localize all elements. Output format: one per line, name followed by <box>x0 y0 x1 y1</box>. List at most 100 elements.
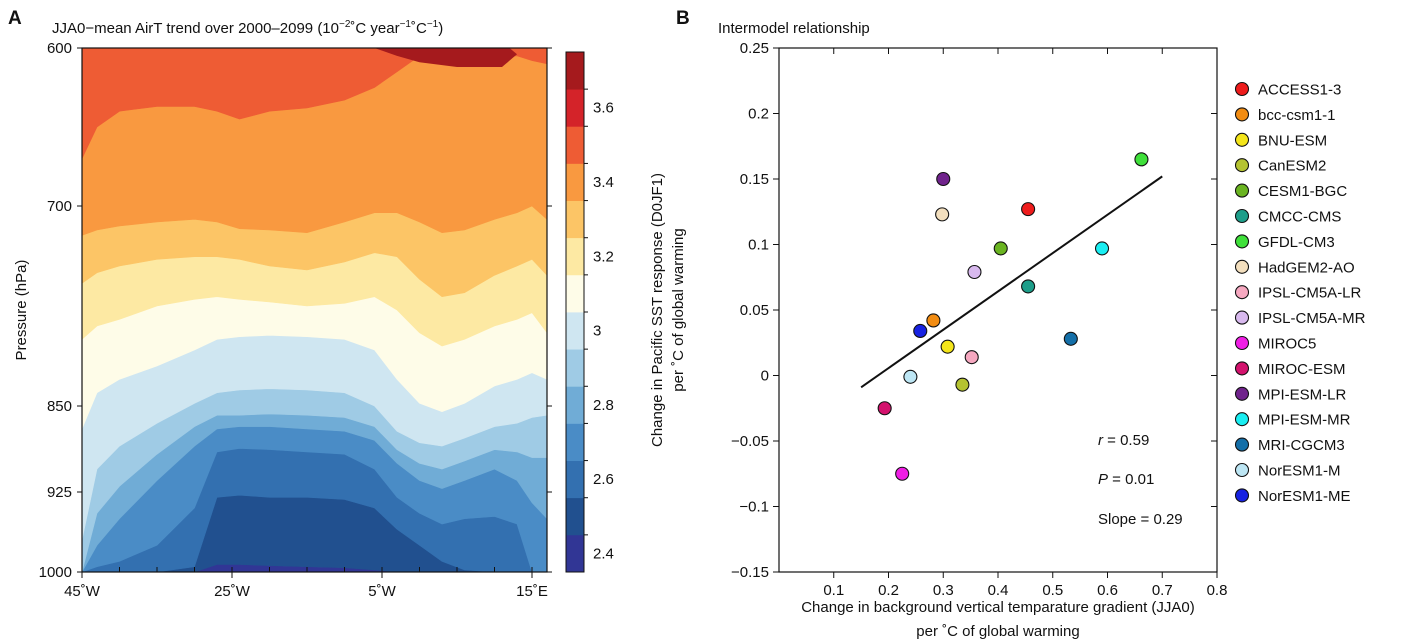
point-noresm1-m <box>903 369 918 384</box>
legend-label: MPI-ESM-LR <box>1258 386 1347 403</box>
y-tick-label: 0.25 <box>740 40 769 57</box>
stat-r: r = 0.59 <box>1098 432 1149 449</box>
point-gfdl-cm3 <box>1134 152 1149 167</box>
y-tick-label: 1000 <box>39 564 72 581</box>
legend-marker <box>1234 132 1250 147</box>
colorbar-segment <box>566 497 584 536</box>
colorbar-segment <box>566 534 584 573</box>
colorbar-label: 3.6 <box>593 100 614 117</box>
point-mpi-esm-lr <box>936 171 951 187</box>
legend-label: NorESM1-ME <box>1258 488 1351 505</box>
colorbar-segment <box>566 52 584 90</box>
y-tick-label: 700 <box>47 198 72 215</box>
x-tick-label: 0.5 <box>1042 582 1063 599</box>
point-noresm1-me <box>913 323 928 339</box>
scatter-points <box>877 152 1149 481</box>
legend-marker <box>1234 488 1250 503</box>
panel-b-ylabel-line2: per ˚C of global warming <box>670 228 687 391</box>
point-miroc5 <box>895 466 910 481</box>
legend-label: BNU-ESM <box>1258 132 1327 149</box>
y-tick-label: 850 <box>47 398 72 415</box>
panel-b-xlabel-line1: Change in background vertical temparatur… <box>801 599 1195 616</box>
legend-label: MRI-CGCM3 <box>1258 437 1345 454</box>
y-tick-label: −0.1 <box>739 499 769 516</box>
x-tick-label: 45˚W <box>64 583 101 600</box>
point-mpi-esm-mr <box>1094 241 1110 256</box>
legend-marker <box>1234 437 1250 452</box>
legend-label: ACCESS1-3 <box>1258 82 1341 99</box>
y-tick-label: 0.2 <box>748 106 769 123</box>
x-tick-label: 0.8 <box>1207 582 1228 599</box>
y-tick-label: 600 <box>47 40 72 57</box>
legend-label: MIROC-ESM <box>1258 361 1346 378</box>
legend-label: GFDL-CM3 <box>1258 234 1335 251</box>
point-bcc-csm1-1 <box>926 313 941 328</box>
panel-a-x-axis: 45˚W 25˚W 5˚W 15˚E <box>64 567 548 600</box>
panel-b-title: Intermodel relationship <box>718 20 870 37</box>
legend-label: CESM1-BGC <box>1258 183 1347 200</box>
panel-a: A JJA0−mean AirT trend over 2000–2099 (1… <box>8 8 614 600</box>
colorbar-segment <box>566 200 584 239</box>
x-tick-label: 0.4 <box>988 582 1009 599</box>
legend-marker <box>1234 335 1250 351</box>
colorbar-label: 2.8 <box>593 397 614 414</box>
legend-marker <box>1234 259 1250 274</box>
y-tick-label: 0 <box>761 368 769 385</box>
panel-a-letter: A <box>8 8 22 29</box>
colorbar-label: 3.2 <box>593 248 614 265</box>
legend-marker <box>1234 183 1250 198</box>
point-hadgem2-ao <box>935 207 950 222</box>
legend-label: IPSL-CM5A-MR <box>1258 310 1366 327</box>
x-tick-label: 0.3 <box>933 582 954 599</box>
heatmap-bands <box>82 48 547 572</box>
panel-b-frame <box>778 47 1218 573</box>
legend-marker <box>1234 158 1250 173</box>
legend-label: CMCC-CMS <box>1258 209 1341 226</box>
colorbar-segment <box>566 89 584 127</box>
legend-marker <box>1234 310 1250 325</box>
colorbar-segment <box>566 274 584 313</box>
y-tick-label: −0.15 <box>731 564 769 581</box>
point-miroc-esm <box>877 401 892 416</box>
legend-label: CanESM2 <box>1258 158 1326 175</box>
x-tick-label: 0.1 <box>823 582 844 599</box>
colorbar-label: 2.6 <box>593 471 614 488</box>
y-tick-label: 0.15 <box>740 171 769 188</box>
panel-a-frame <box>81 47 548 573</box>
stat-p: P = 0.01 <box>1098 471 1154 488</box>
legend-label: MIROC5 <box>1258 336 1316 353</box>
x-tick-label: 25˚W <box>214 583 251 600</box>
heatmap-band <box>82 48 547 159</box>
panel-a-title: JJA0−mean AirT trend over 2000–2099 (10−… <box>52 19 443 37</box>
panel-b-x-axis: 0.1 0.2 0.3 0.4 0.5 0.6 0.7 0.8 <box>823 48 1227 599</box>
legend-marker <box>1234 386 1250 401</box>
x-tick-label: 0.6 <box>1097 582 1118 599</box>
y-tick-label: 0.05 <box>740 302 769 319</box>
legend-label: bcc-csm1-1 <box>1258 107 1336 124</box>
colorbar: 2.4 2.6 2.8 3 3.2 3.4 3.6 <box>565 51 614 573</box>
point-ipsl-cm5a-lr <box>964 350 979 365</box>
colorbar-label: 3.4 <box>593 174 614 191</box>
legend-label: IPSL-CM5A-LR <box>1258 285 1362 302</box>
legend: ACCESS1-3 bcc-csm1-1 BNU-ESM CanESM2 CESM1-B… <box>1234 81 1366 505</box>
regression-line <box>860 175 1163 389</box>
legend-marker <box>1234 462 1250 478</box>
colorbar-label: 3 <box>593 323 601 340</box>
legend-marker <box>1234 107 1250 122</box>
colorbar-label: 2.4 <box>593 545 614 562</box>
point-mri-cgcm3 <box>1063 331 1078 346</box>
panel-b-xlabel-line2: per ˚C of global warming <box>916 623 1079 640</box>
x-tick-label: 5˚W <box>368 583 396 600</box>
legend-marker <box>1234 81 1250 97</box>
x-tick-label: 15˚E <box>516 583 548 600</box>
point-canesm2 <box>955 377 970 392</box>
legend-label: MPI-ESM-MR <box>1258 412 1351 429</box>
colorbar-segment <box>566 126 584 164</box>
legend-label: NorESM1-M <box>1258 463 1341 480</box>
y-tick-label: 925 <box>47 484 72 501</box>
point-ipsl-cm5a-mr <box>967 264 982 280</box>
x-tick-label: 0.2 <box>878 582 899 599</box>
panel-b-ylabel-line1: Change in Pacific SST response (D0JF1) <box>649 173 666 447</box>
colorbar-segment <box>566 460 584 499</box>
